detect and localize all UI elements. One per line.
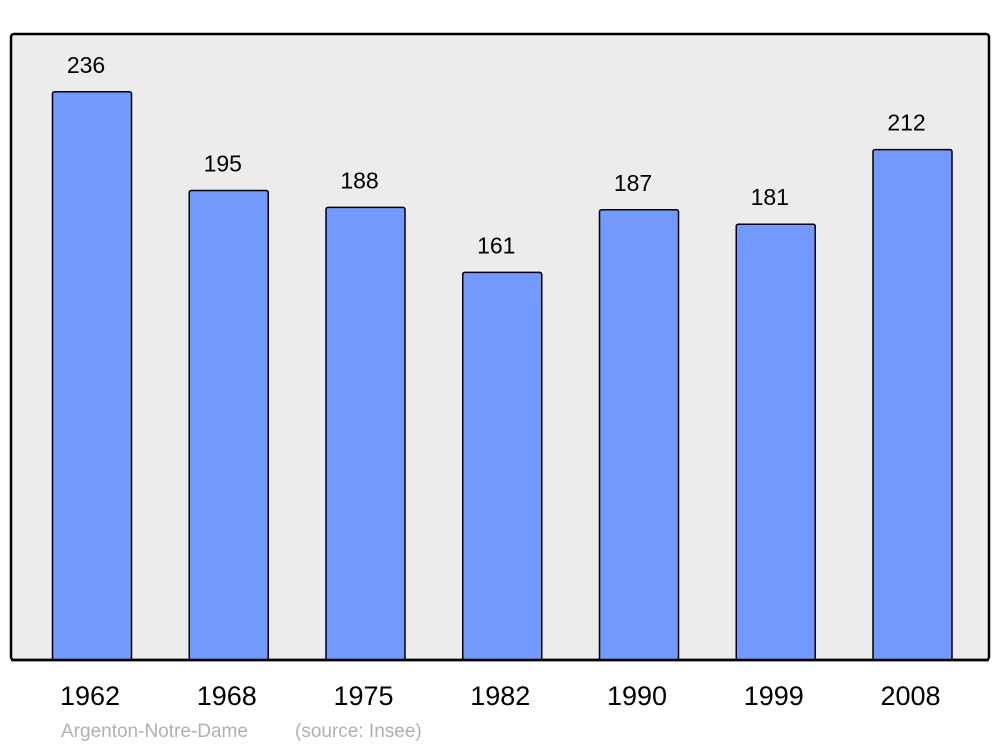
x-tick-label-1990: 1990 — [607, 681, 667, 711]
value-label-1968: 195 — [204, 151, 242, 177]
x-tick-label-2008: 2008 — [880, 681, 940, 711]
footer-place: Argenton-Notre-Dame — [61, 721, 248, 742]
value-label-1982: 161 — [477, 232, 515, 258]
value-label-1962: 236 — [67, 52, 105, 78]
value-label-1975: 188 — [340, 167, 378, 193]
bar-1975 — [325, 206, 406, 661]
value-label-2008: 212 — [887, 110, 925, 136]
bar-2008 — [872, 148, 953, 661]
bar-1968 — [188, 189, 269, 661]
x-tick-label-1962: 1962 — [60, 681, 120, 711]
x-tick-label-1975: 1975 — [333, 681, 393, 711]
x-tick-label-1968: 1968 — [197, 681, 257, 711]
bar-1962 — [51, 91, 133, 661]
bar-1999 — [735, 223, 816, 661]
value-label-1999: 181 — [751, 184, 789, 210]
x-tick-label-1999: 1999 — [744, 681, 804, 711]
bar-1990 — [598, 209, 680, 661]
footer-source: (source: Insee) — [295, 721, 422, 742]
x-tick-label-1982: 1982 — [470, 681, 530, 711]
bar-1982 — [462, 271, 543, 661]
value-label-1990: 187 — [614, 170, 652, 196]
